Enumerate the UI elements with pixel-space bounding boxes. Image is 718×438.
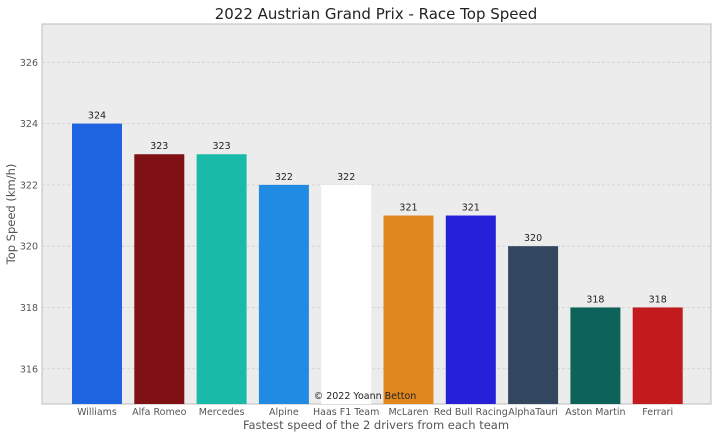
bar-value-label: 323 — [213, 141, 231, 152]
copyright-annotation: © 2022 Yoann Betton — [314, 391, 417, 402]
x-tick-label: Ferrari — [642, 407, 673, 418]
x-axis-label: Fastest speed of the 2 drivers from each… — [243, 418, 509, 432]
x-tick-label: McLaren — [388, 407, 428, 418]
bar-value-label: 322 — [337, 172, 355, 183]
y-axis-label: Top Speed (km/h) — [4, 164, 18, 266]
y-tick-label: 318 — [20, 303, 38, 314]
x-tick-label: Aston Martin — [565, 407, 625, 418]
bar-alphatauri — [508, 246, 559, 404]
x-tick-label: AlphaTauri — [508, 407, 558, 418]
x-tick-label: Haas F1 Team — [313, 407, 379, 418]
bar-value-label: 318 — [586, 294, 604, 305]
bar-mercedes — [196, 154, 247, 404]
y-tick-label: 324 — [20, 119, 38, 130]
y-tick-label: 316 — [20, 364, 38, 375]
x-tick-label: Williams — [77, 407, 117, 418]
bars — [72, 123, 683, 404]
x-tick-label: Alpine — [269, 407, 299, 418]
bar-value-label: 320 — [524, 233, 542, 244]
bar-alpine — [258, 184, 309, 404]
y-tick-label: 322 — [20, 180, 38, 191]
bar-value-label: 324 — [88, 111, 106, 122]
x-tick-label: Alfa Romeo — [132, 407, 186, 418]
chart-title: 2022 Austrian Grand Prix - Race Top Spee… — [215, 5, 538, 23]
x-tick-label: Red Bull Racing — [434, 407, 508, 418]
bar-aston-martin — [570, 307, 621, 404]
bar-alfa-romeo — [134, 154, 185, 404]
bar-red-bull-racing — [445, 215, 496, 404]
bar-williams — [72, 123, 122, 404]
bar-value-label: 318 — [649, 294, 667, 305]
y-axis-ticks: 316 318 320 322 324 326 — [20, 58, 38, 375]
bar-value-label: 323 — [150, 141, 168, 152]
x-axis-ticks: Williams Alfa Romeo Mercedes Alpine Haas F1 … — [77, 407, 673, 418]
bar-value-label: 321 — [399, 203, 417, 214]
bar-value-label: 322 — [275, 172, 293, 183]
data-labels: 324 323 323 322 322 321 321 320 318 318 — [88, 111, 667, 306]
y-tick-label: 320 — [20, 242, 38, 253]
bar-mclaren — [383, 215, 434, 404]
x-tick-label: Mercedes — [199, 407, 245, 418]
bar-haas-f1-team — [321, 184, 372, 404]
bar-ferrari — [632, 307, 683, 404]
y-tick-label: 326 — [20, 58, 38, 69]
bar-value-label: 321 — [462, 203, 480, 214]
